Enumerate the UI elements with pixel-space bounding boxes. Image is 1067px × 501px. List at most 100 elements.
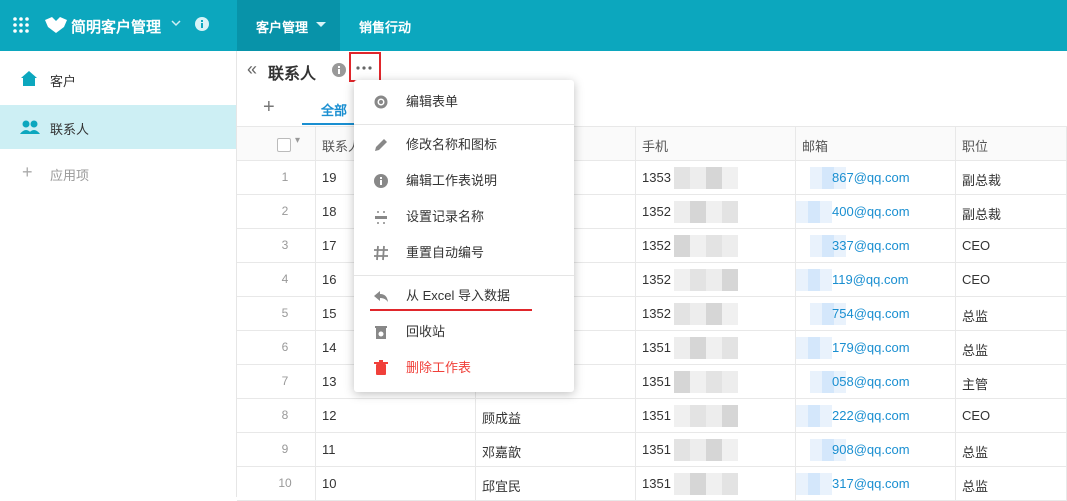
blur-block [706,405,722,427]
cell-text: 1352 [642,272,671,287]
email-link[interactable]: 179@qq.com [832,340,910,355]
blur-block [706,167,722,189]
menu-label: 修改名称和图标 [406,137,498,152]
menu-label: 设置记录名称 [406,209,485,224]
cell-text: CEO [962,238,991,253]
menu-item[interactable]: 回收站 [354,314,574,350]
blur-block [808,337,820,359]
cell-text: CEO [962,272,991,287]
cell-text: 1352 [642,238,671,253]
row-index: 8 [281,408,289,422]
blur-block [706,439,722,461]
menu-icon [374,360,388,375]
app-name[interactable]: 简明客户管理 [71,19,162,36]
table-cell [237,161,316,195]
blur-block [722,167,738,189]
cell-text: 1351 [642,476,671,491]
info-icon[interactable] [194,16,210,32]
row-index: 10 [278,476,292,490]
header-cell [956,127,1067,161]
email-link[interactable]: 317@qq.com [832,476,910,491]
menu-label: 重置自动编号 [406,245,485,260]
table-cell [636,263,796,297]
table-cell [636,195,796,229]
email-link[interactable]: 908@qq.com [832,442,910,457]
cell-text: 总监 [962,445,989,460]
cell-text: 1353 [642,170,671,185]
table-cell [237,297,316,331]
email-link[interactable]: 222@qq.com [832,408,910,423]
table-cell [636,297,796,331]
menu-item[interactable]: 编辑工作表说明 [354,163,574,199]
top-tab[interactable]: 销售行动 [359,20,412,35]
blur-block [706,337,722,359]
collapse-icon[interactable]: « [247,59,258,79]
blur-block [810,235,822,257]
row-index: 1 [281,170,289,184]
cell-text: 总监 [962,309,989,324]
blur-block [674,473,690,495]
red-underline [370,309,532,311]
blur-block [674,405,690,427]
view-tab[interactable]: 全部 [321,103,348,118]
menu-icon [374,245,388,261]
add-view[interactable]: + [263,96,275,118]
table-cell [237,229,316,263]
blur-block [706,303,722,325]
blur-block [820,473,832,495]
blur-block [822,439,834,461]
menu-item[interactable]: 删除工作表 [354,350,574,386]
email-link[interactable]: 119@qq.com [832,272,909,287]
menu-label: 编辑表单 [406,94,459,109]
table-cell [476,433,636,467]
email-link[interactable]: 867@qq.com [832,170,910,185]
menu-item[interactable]: 重置自动编号 [354,235,574,271]
blur-block [796,269,808,291]
header-cell [796,127,956,161]
info-icon[interactable] [331,62,347,78]
menu-icon [375,139,387,151]
menu-item[interactable]: 设置记录名称 [354,199,574,235]
cell-text: CEO [962,408,991,423]
blur-block [674,235,690,257]
table-cell [237,399,316,433]
more-icon[interactable] [356,66,372,70]
cell-text: 1352 [642,306,671,321]
email-link[interactable]: 754@qq.com [832,306,910,321]
contacts-icon [20,120,40,134]
row-index: 3 [281,238,289,252]
nav-item[interactable]: 联系人 [50,122,90,137]
nav-active-bg [0,105,236,149]
table-cell [237,195,316,229]
blur-block [722,371,738,393]
cell-text: 1351 [642,374,671,389]
menu-item[interactable]: 从 Excel 导入数据 [354,278,574,314]
apps-icon[interactable] [12,16,30,34]
blur-block [674,201,690,223]
table-cell [316,433,476,467]
cell-text: 19 [322,170,337,185]
blur-block [808,269,820,291]
blur-block [722,405,738,427]
menu-label: 回收站 [406,324,446,339]
top-tab[interactable]: 客户管理 [256,20,309,35]
chevron[interactable] [170,19,182,29]
menu-item[interactable]: 编辑表单 [354,84,574,120]
blur-block [722,235,738,257]
nav-item[interactable]: 应用项 [50,168,90,183]
menu-icon [375,211,387,224]
blur-block [810,167,822,189]
menu-item[interactable]: 修改名称和图标 [354,127,574,163]
header-cell [237,127,316,161]
blur-block [722,337,738,359]
email-link[interactable]: 337@qq.com [832,238,910,253]
cell-text: 16 [322,272,337,287]
separator [354,124,574,125]
blur-block [808,473,820,495]
email-link[interactable]: 400@qq.com [832,204,910,219]
blur-block [690,439,706,461]
nav-item[interactable]: 客户 [50,74,77,89]
email-link[interactable]: 058@qq.com [832,374,910,389]
blur-block [808,201,820,223]
